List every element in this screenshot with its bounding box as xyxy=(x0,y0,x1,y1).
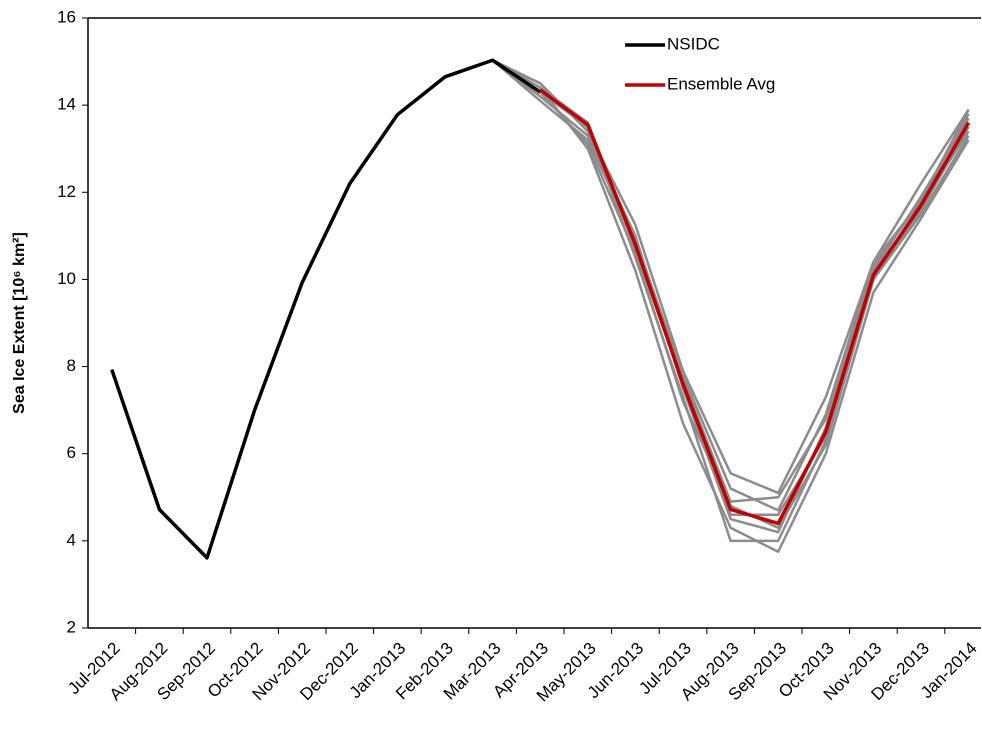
y-tick-label: 4 xyxy=(67,530,76,549)
series-line xyxy=(491,59,970,530)
y-tick-label: 6 xyxy=(67,443,76,462)
y-tick-label: 12 xyxy=(57,182,76,201)
y-axis-label: Sea Ice Extent [10⁶ km²] xyxy=(11,232,28,414)
series-line xyxy=(491,59,970,534)
y-tick-label: 2 xyxy=(67,617,76,636)
series-line xyxy=(491,59,970,503)
series-line xyxy=(491,59,970,543)
y-tick-label: 8 xyxy=(67,356,76,375)
y-tick-label: 14 xyxy=(57,95,76,114)
series-line xyxy=(492,59,970,495)
y-tick-label: 16 xyxy=(57,7,76,26)
y-tick-label: 10 xyxy=(57,269,76,288)
series-line xyxy=(491,59,970,553)
series-line xyxy=(491,59,970,516)
series-line xyxy=(539,88,971,526)
series-line xyxy=(492,59,970,512)
legend-label: NSIDC xyxy=(667,34,720,53)
legend-label: Ensemble Avg xyxy=(667,74,775,93)
series-line xyxy=(110,58,542,560)
